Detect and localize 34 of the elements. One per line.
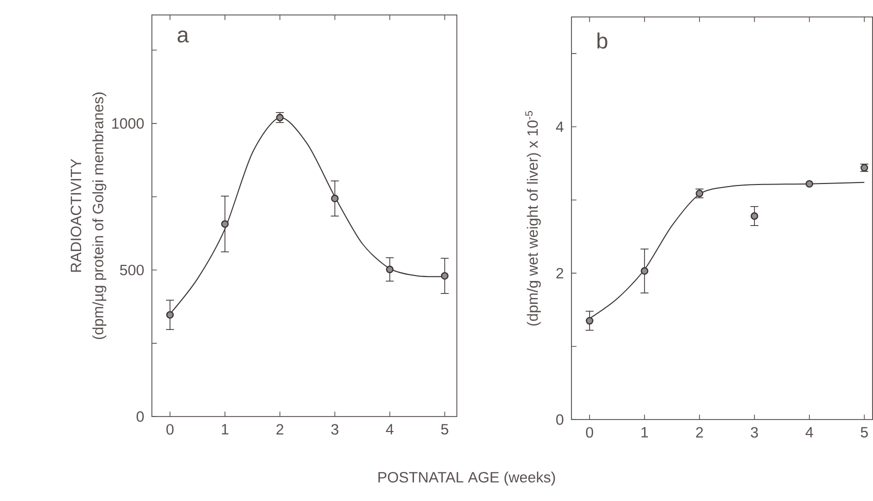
point (586, 317, 594, 325)
x-tick-label: 4 (806, 427, 814, 438)
x-tick-label: 2 (276, 424, 284, 435)
point (386, 266, 394, 274)
y-tick-label: 4 (556, 122, 564, 132)
point (440, 272, 449, 280)
point (166, 311, 174, 319)
y-tick-label: 2 (556, 268, 564, 279)
y-axis-title: (dpm/µg protein of Golgi membranes) (92, 92, 106, 340)
chart-title: a (178, 30, 189, 43)
point (276, 114, 284, 122)
x-tick-label: 5 (441, 424, 448, 435)
x-tick-label: 0 (586, 427, 594, 438)
point (640, 267, 648, 276)
x-tick-label: 4 (386, 424, 394, 435)
x-tick-label: 1 (642, 427, 648, 438)
y-axis-title: (dpm/g wet weight of liver) x 10$^{-5}$ (525, 111, 541, 326)
y-tick-label: 0 (136, 412, 144, 422)
x-axis-title: POSTNATAL AGE (weeks) (378, 472, 555, 486)
x-tick-label: 5 (860, 427, 868, 438)
y-tick-label: 0 (556, 414, 564, 426)
text: RADIOACTIVITY (70, 159, 82, 272)
x-tick-label: 3 (750, 427, 758, 438)
x-tick-label: 2 (696, 427, 703, 438)
point (221, 220, 229, 228)
y-tick-label: 500 (120, 264, 144, 276)
point (331, 194, 339, 203)
x-tick-label: 1 (222, 424, 228, 435)
point (806, 180, 814, 188)
y-tick-label: 1000 (112, 118, 144, 129)
text: b (597, 32, 608, 49)
x-tick-label: 3 (331, 424, 338, 435)
point (750, 212, 758, 220)
x-tick-label: 0 (166, 424, 174, 435)
